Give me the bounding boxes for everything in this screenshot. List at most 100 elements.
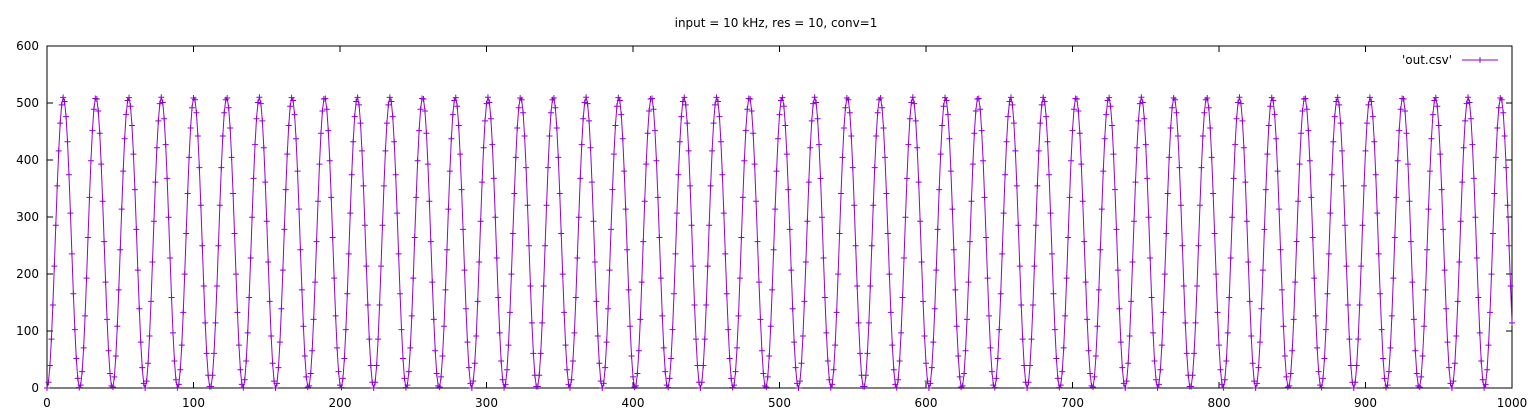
data-point (734, 344, 741, 351)
data-point (196, 164, 203, 171)
data-point (1350, 385, 1357, 391)
data-point (657, 275, 664, 282)
data-point (1311, 275, 1318, 282)
data-point (1434, 103, 1441, 110)
data-point (1027, 362, 1034, 369)
data-point (527, 283, 534, 289)
data-point (624, 246, 631, 253)
data-point (430, 316, 437, 323)
data-point (817, 175, 824, 182)
data-point (1320, 375, 1327, 382)
data-point (1125, 360, 1132, 367)
data-point (423, 130, 430, 137)
data-point (1435, 122, 1442, 129)
data-point (1450, 378, 1457, 385)
data-point (1040, 94, 1047, 101)
data-point (632, 382, 639, 389)
data-point (1309, 234, 1316, 241)
data-point (303, 373, 310, 380)
data-point (427, 238, 434, 245)
data-point (414, 157, 421, 164)
data-point (127, 103, 134, 110)
data-point (1261, 226, 1268, 233)
data-point (92, 95, 99, 102)
data-point (864, 350, 871, 357)
data-point (1182, 319, 1189, 326)
data-point (704, 263, 711, 270)
data-point (1457, 218, 1464, 225)
data-point (309, 347, 316, 354)
data-point (739, 194, 746, 201)
data-point (1201, 109, 1208, 116)
data-point (791, 339, 798, 346)
data-point (1227, 254, 1234, 261)
data-point (1410, 316, 1417, 323)
data-point (1141, 115, 1148, 122)
data-point (905, 141, 912, 148)
data-point (703, 302, 710, 309)
data-point (1237, 100, 1244, 107)
series-line (46, 95, 1513, 390)
data-point (1035, 147, 1042, 154)
data-point (468, 384, 475, 391)
data-point (1343, 263, 1350, 270)
data-point (1322, 326, 1329, 333)
data-point (1111, 186, 1118, 193)
data-point (1371, 138, 1378, 145)
data-point (813, 99, 820, 106)
data-point (996, 326, 1003, 333)
data-point (257, 100, 264, 107)
data-point (1254, 380, 1261, 387)
data-point (635, 347, 642, 354)
data-point (109, 384, 116, 391)
data-point (52, 222, 59, 229)
data-point (262, 179, 269, 186)
data-point (802, 259, 809, 266)
data-point (404, 382, 411, 389)
x-tick-label: 0 (43, 396, 51, 410)
data-point (1495, 104, 1502, 111)
data-point (323, 106, 330, 113)
data-point (1336, 101, 1343, 108)
data-point (881, 154, 888, 161)
data-point (638, 279, 645, 286)
data-point (477, 218, 484, 225)
data-point (1174, 132, 1181, 139)
data-point (1429, 111, 1436, 118)
data-point (833, 309, 840, 316)
data-point (1400, 96, 1407, 103)
data-point (568, 376, 575, 383)
data-point (408, 312, 415, 319)
data-point (320, 96, 327, 103)
data-point (1031, 263, 1038, 270)
data-point (1384, 382, 1391, 389)
data-point (376, 302, 383, 309)
data-point (249, 214, 256, 221)
data-point (1088, 382, 1095, 389)
data-point (95, 107, 102, 114)
data-point (1255, 364, 1262, 371)
data-point (465, 364, 472, 371)
data-point (977, 106, 984, 113)
data-point (1312, 312, 1319, 319)
data-point (1466, 99, 1473, 106)
data-point (126, 94, 133, 101)
data-point (581, 99, 588, 106)
data-point (940, 103, 947, 110)
data-point (1299, 107, 1306, 114)
data-point (1340, 182, 1347, 189)
data-point (911, 100, 918, 107)
data-point (142, 384, 149, 391)
data-point (1163, 230, 1170, 237)
data-point (838, 190, 845, 197)
data-point (980, 157, 987, 164)
data-point (1258, 305, 1265, 312)
data-point (966, 238, 973, 245)
data-point (254, 99, 261, 106)
data-point (514, 125, 521, 132)
data-point (1188, 383, 1195, 390)
data-point (411, 234, 418, 241)
data-point (1259, 267, 1266, 274)
data-point (164, 175, 171, 182)
data-point (1380, 355, 1387, 362)
